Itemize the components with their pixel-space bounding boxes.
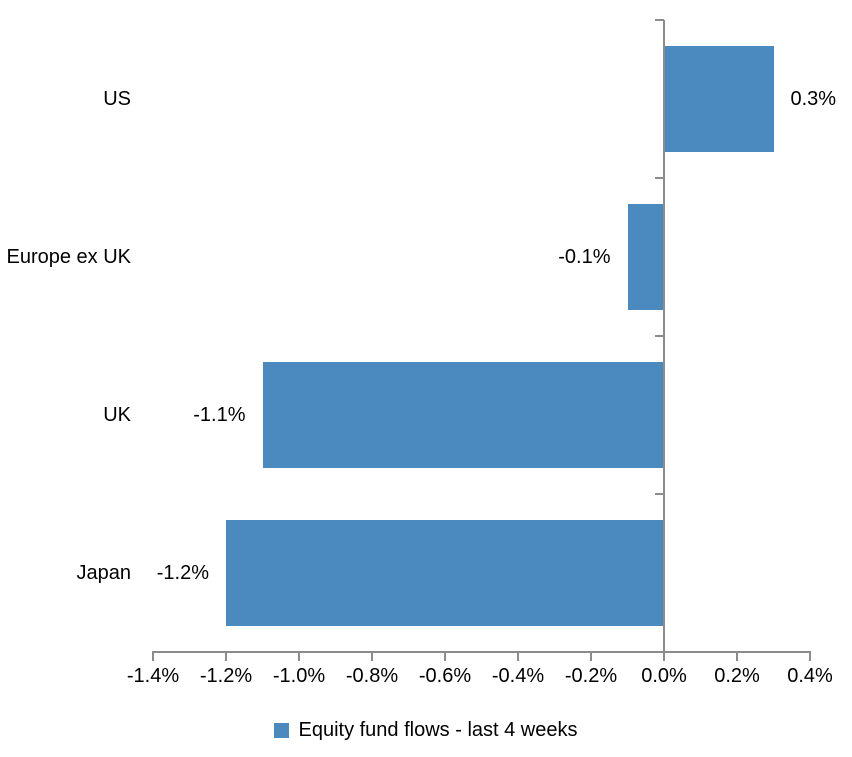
category-axis-tick	[655, 19, 664, 21]
legend: Equity fund flows - last 4 weeks	[0, 718, 852, 742]
x-tick-label: -0.4%	[491, 665, 545, 687]
x-axis-tick	[517, 651, 519, 661]
x-tick-label: -0.8%	[345, 665, 399, 687]
x-tick-label: -0.2%	[564, 665, 618, 687]
x-tick-label: -1.4%	[126, 665, 180, 687]
category-label-europe-ex-uk: Europe ex UK	[6, 246, 131, 268]
bar-europe-ex-uk	[627, 204, 664, 310]
category-axis-tick	[655, 335, 664, 337]
x-tick-label: 0.4%	[787, 665, 833, 687]
x-axis-tick	[298, 651, 300, 661]
x-tick-label: -0.6%	[418, 665, 472, 687]
bar-japan	[226, 520, 664, 626]
bar-us	[664, 46, 774, 152]
x-axis-tick	[663, 651, 665, 661]
x-tick-label: 0.0%	[641, 665, 687, 687]
x-axis-tick	[809, 651, 811, 661]
data-label-us: 0.3%	[790, 88, 837, 110]
data-label-japan: -1.2%	[156, 562, 209, 584]
data-label-europe-ex-uk: -0.1%	[558, 246, 611, 268]
x-axis-tick	[371, 651, 373, 661]
x-axis-tick	[444, 651, 446, 661]
x-axis-tick	[736, 651, 738, 661]
x-tick-label: -1.0%	[272, 665, 326, 687]
legend-label: Equity fund flows - last 4 weeks	[298, 719, 578, 741]
x-axis-tick	[590, 651, 592, 661]
category-label-japan: Japan	[76, 562, 132, 584]
x-tick-label: -1.2%	[199, 665, 253, 687]
x-axis-tick	[225, 651, 227, 661]
category-axis-tick	[655, 177, 664, 179]
data-label-uk: -1.1%	[193, 404, 246, 426]
category-label-uk: UK	[103, 404, 131, 426]
x-axis-line	[152, 651, 811, 653]
x-axis-tick	[152, 651, 154, 661]
legend-square-icon	[274, 722, 290, 738]
zero-axis-line	[663, 20, 665, 660]
category-label-us: US	[103, 88, 131, 110]
bar-uk	[262, 362, 664, 468]
x-tick-label: 0.2%	[714, 665, 760, 687]
category-axis-tick	[655, 493, 664, 495]
